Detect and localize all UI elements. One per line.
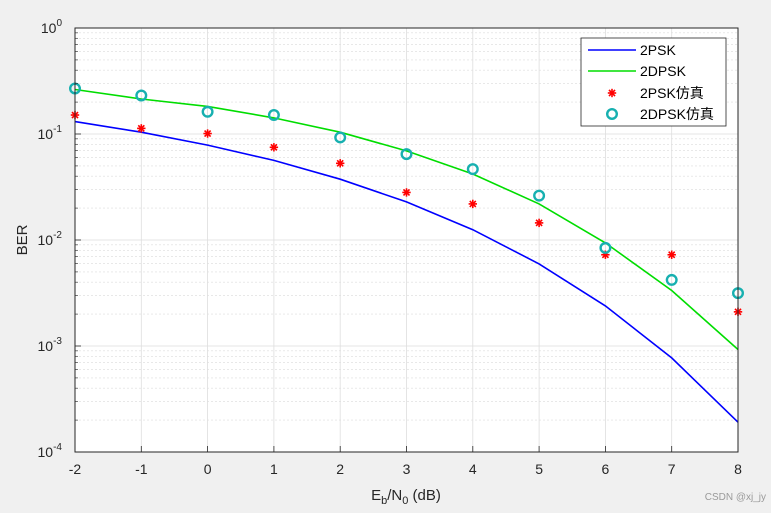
star-stroke xyxy=(535,219,543,227)
x-tick-label: 4 xyxy=(469,461,477,477)
legend: 2PSK 2DPSK 2PSK仿真 2DPSK仿真 xyxy=(580,37,727,127)
circle-marker xyxy=(599,241,612,254)
star-marker xyxy=(269,143,279,152)
legend-entry: 2PSK xyxy=(588,42,676,58)
circle-marker xyxy=(135,89,148,102)
circle-marker xyxy=(665,273,678,286)
star-stroke xyxy=(204,129,212,138)
star-stroke xyxy=(270,143,278,151)
x-tick-label: 1 xyxy=(270,461,278,477)
legend-circle-swatch xyxy=(606,107,619,120)
x-tick-label: 6 xyxy=(602,461,610,477)
star-marker xyxy=(203,129,212,138)
circle-marker xyxy=(267,109,280,122)
series-2PSK仿真 xyxy=(70,110,743,317)
y-tick-labels: 100 10-1 10-2 10-3 10-4 xyxy=(38,18,63,460)
star-marker xyxy=(534,218,544,228)
circle-marker xyxy=(466,163,479,176)
star-stroke xyxy=(668,251,676,259)
star-stroke xyxy=(336,159,344,167)
series-line xyxy=(74,120,739,423)
tick-marks xyxy=(74,27,739,453)
legend-label: 2PSK仿真 xyxy=(640,85,704,101)
legend-entry: 2DPSK xyxy=(588,63,687,79)
star-marker xyxy=(336,159,345,168)
y-axis-label: BER xyxy=(14,224,31,255)
series-2PSK xyxy=(74,120,739,423)
legend-star-swatch xyxy=(607,88,617,98)
star-stroke xyxy=(137,124,145,132)
circle-marker xyxy=(533,189,546,202)
y-tick-label: 10-2 xyxy=(38,230,63,248)
legend-entry: 2PSK仿真 xyxy=(607,85,704,101)
data-series xyxy=(68,82,745,423)
star-marker xyxy=(667,250,676,259)
star-marker xyxy=(402,188,411,197)
legend-label: 2DPSK xyxy=(640,63,687,79)
x-tick-label: 2 xyxy=(336,461,344,477)
circle-marker xyxy=(201,105,214,118)
circle-marker xyxy=(334,131,347,144)
y-tick-label: 10-1 xyxy=(38,124,63,142)
star-stroke xyxy=(402,188,411,197)
minor-grid xyxy=(75,32,738,421)
x-tick-label: -2 xyxy=(69,461,82,477)
circle-marker xyxy=(400,148,413,161)
x-tick-label: -1 xyxy=(135,461,148,477)
x-tick-label: 8 xyxy=(734,461,742,477)
x-tick-label: 0 xyxy=(204,461,212,477)
legend-box xyxy=(580,37,727,127)
y-tick-label: 10-3 xyxy=(38,336,63,354)
x-tick-labels: -2 -1 0 1 2 3 4 5 6 7 8 xyxy=(69,461,742,477)
y-tick-label: 100 xyxy=(41,18,63,36)
legend-label: 2DPSK仿真 xyxy=(640,106,714,122)
series-2DPSK仿真 xyxy=(68,82,745,300)
star-marker xyxy=(137,124,146,133)
y-tick-label: 10-4 xyxy=(38,442,63,460)
star-stroke xyxy=(469,200,477,208)
x-tick-label: 3 xyxy=(403,461,411,477)
star-marker xyxy=(468,199,477,209)
legend-entry: 2DPSK仿真 xyxy=(606,106,714,122)
x-axis-label: Eb/N0 (dB) xyxy=(371,487,441,507)
legend-label: 2PSK xyxy=(640,42,676,58)
x-tick-label: 7 xyxy=(668,461,676,477)
x-tick-label: 5 xyxy=(535,461,543,477)
series-2DPSK xyxy=(74,88,739,351)
watermark: CSDN @xj_jy xyxy=(705,492,766,503)
star-stroke xyxy=(608,89,616,97)
series-line xyxy=(74,88,739,351)
